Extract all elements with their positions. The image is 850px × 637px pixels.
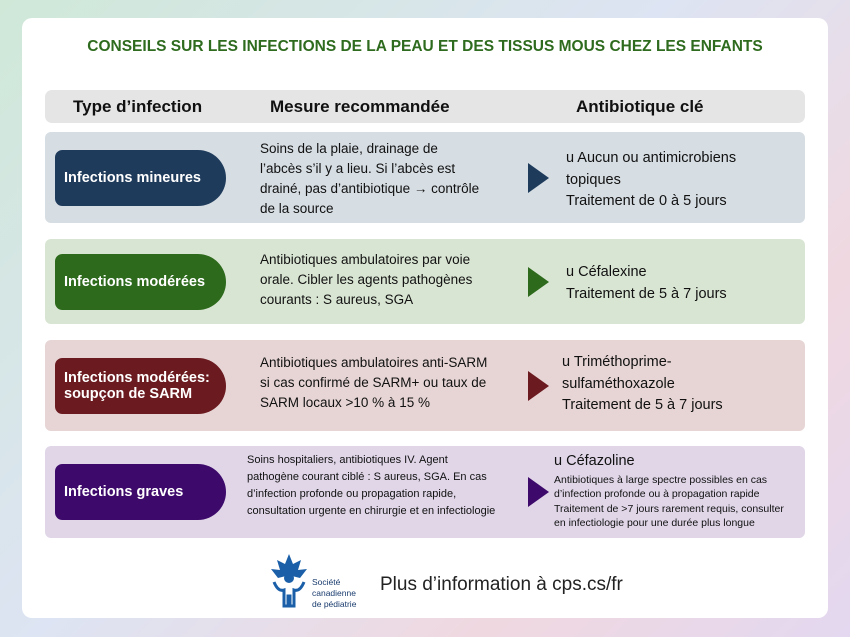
arrow (528, 477, 549, 507)
logo-text: Société canadienne de pédiatrie (312, 577, 356, 610)
measure: Antibiotiques ambulatoires par voie orale… (260, 250, 472, 310)
antibiotic-line: d’infection profonde ou à propagation ra… (554, 488, 760, 500)
measure: Soins de la plaie, drainage de l’abcès s’… (260, 139, 479, 219)
arrow (528, 266, 549, 297)
logo-line: de pédiatrie (312, 599, 357, 609)
antibiotic-line: en infectiologie pour une durée plus lon… (554, 517, 755, 529)
label-line: Infections mineures (64, 169, 201, 186)
header-bar (45, 90, 805, 123)
antibiotic: u Céfalexine Traitement de 5 à 7 jours (566, 262, 727, 305)
label-line: Infections modérées: (64, 369, 210, 386)
measure-line: Antibiotiques ambulatoires anti-SARM (260, 355, 488, 370)
infection-type: Infections graves (55, 464, 226, 520)
antibiotic-line: sulfaméthoxazole (562, 375, 675, 392)
antibiotic-line: Traitement de >7 jours rarement requis, … (554, 502, 784, 515)
measure: Antibiotiques ambulatoires anti-SARM si c… (260, 353, 487, 413)
antibiotic-line: Traitement de 5 à 7 jours (562, 397, 723, 413)
antibiotic-line: Traitement de 0 à 5 jours (566, 193, 727, 209)
antibiotic-line: Antibiotiques à large spectre possibles … (554, 473, 768, 486)
measure-line: Soins de la plaie, drainage de (260, 141, 438, 156)
column-header: Antibiotique clé (576, 97, 704, 116)
antibiotic: u Céfazoline Antibiotiques à large spectr… (554, 451, 784, 531)
measure-line: Antibiotiques ambulatoires par voie (260, 252, 471, 267)
measure-line: orale. Cibler les agents pathogènes (260, 272, 473, 287)
infection-type: Infections mineures (55, 149, 226, 206)
column-header: Type d’infection (73, 97, 203, 116)
title: CONSEILS SUR LES INFECTIONS DE LA PEAU E… (87, 38, 763, 55)
measure-line: drainé, pas d’antibiotique → contrôle (260, 181, 480, 196)
label-line: soupçon de SARM (64, 385, 193, 402)
antibiotic: u Aucun ou antimicrobiens topiques Traitem… (566, 148, 736, 213)
antibiotic-line: Traitement de 5 à 7 jours (566, 285, 727, 302)
infection-type: Infections modérées (55, 253, 226, 310)
logo-line: Société (312, 577, 341, 587)
logo-line: canadienne (312, 588, 356, 598)
measure-line: d’infection profonde ou propagation rapi… (247, 488, 457, 500)
measure-line: l’abcès s’il y a lieu. Si l’abcès est (260, 161, 456, 176)
arrow (528, 162, 549, 193)
antibiotic-line: u Céfalexine (566, 264, 647, 280)
arrow (528, 370, 549, 401)
antibiotic-line: u Céfazoline (554, 453, 635, 469)
antibiotic-line: u Aucun ou antimicrobiens (566, 150, 737, 166)
logo-icon (271, 554, 307, 608)
footer-link: Plus d’information à cps.cs/fr (380, 574, 623, 595)
measure-line: de la source (260, 201, 334, 216)
measure-line: pathogène courant ciblé : S aureus, SGA.… (247, 471, 487, 483)
measure-line: SARM locaux >10 % à 15 % (260, 395, 430, 410)
antibiotic-line: topiques (566, 171, 621, 188)
label-line: Infections graves (64, 484, 184, 500)
measure-line: consultation urgente en chirurgie et en … (247, 505, 496, 517)
measure-line: si cas confirmé de SARM+ ou taux de (260, 375, 487, 390)
measure: Soins hospitaliers, antibiotiques IV. Ag… (247, 452, 495, 520)
infection-type: Infections modérées: soupçon de SARM (55, 357, 226, 414)
label-line: Infections modérées (64, 273, 206, 290)
column-header: Mesure recommandée (270, 97, 450, 116)
measure-line: Soins hospitaliers, antibiotiques IV. Ag… (247, 454, 448, 466)
measure-line: courants : S aureus, SGA (260, 292, 414, 307)
antibiotic-line: u Triméthoprime- (562, 354, 672, 370)
antibiotic: u Triméthoprime-sulfaméthoxazole Traiteme… (562, 352, 723, 417)
